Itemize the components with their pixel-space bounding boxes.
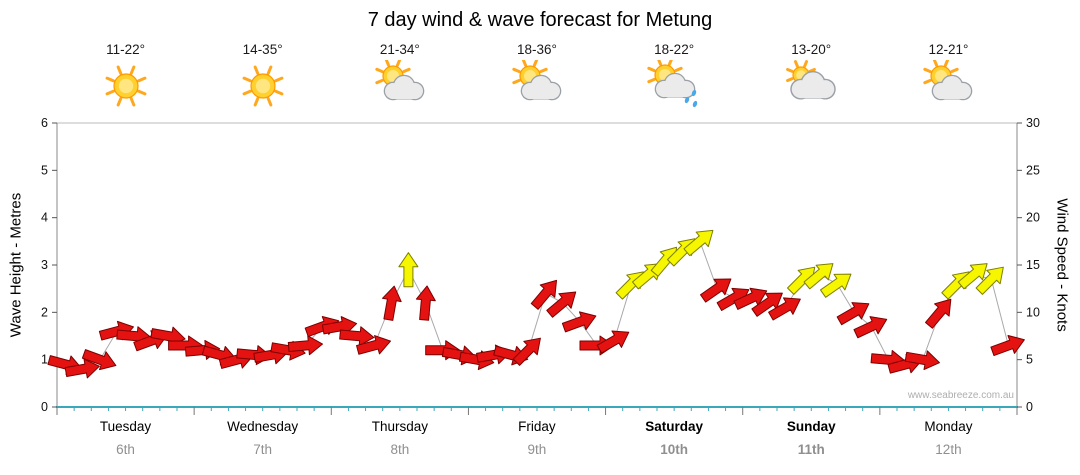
wind-arrow: [512, 337, 541, 366]
wind-arrow: [751, 292, 783, 317]
weather-icon-box: [743, 60, 880, 112]
day-name-label: Saturday: [645, 419, 704, 434]
watermark: www.seabreeze.com.au: [907, 390, 1014, 401]
wind-tick-label: 10: [1026, 305, 1040, 319]
day-date-label: 12th: [935, 442, 962, 457]
wind-arrow: [683, 229, 714, 257]
wave-axis-label: Wave Height - Metres: [7, 192, 25, 338]
wind-tick-label: 30: [1026, 116, 1040, 130]
day-date-label: 11th: [797, 442, 825, 457]
wind-arrow: [904, 350, 940, 371]
temp-range-label: 11-22°: [106, 42, 146, 57]
wind-arrow: [836, 302, 870, 326]
temp-range-label: 12-21°: [928, 42, 969, 57]
wind-arrow: [768, 297, 801, 321]
day-date-label: 6th: [116, 442, 135, 457]
wind-arrow: [546, 291, 577, 318]
wave-tick-label: 4: [41, 211, 48, 225]
day-name-label: Thursday: [371, 419, 428, 434]
wind-tick-label: 0: [1026, 400, 1033, 414]
wind-arrow: [561, 311, 597, 333]
temp-range-label: 18-22°: [654, 42, 695, 57]
wind-arrow: [925, 298, 952, 329]
wind-arrow: [64, 358, 100, 379]
sunny-icon: [242, 65, 284, 107]
wind-arrow: [819, 273, 852, 298]
temp-range-label: 18-36°: [516, 42, 557, 57]
wind-tick-label: 20: [1026, 211, 1040, 225]
wind-arrow: [356, 335, 392, 355]
showers-icon: [647, 60, 698, 108]
sunny-icon: [105, 65, 146, 107]
day-name-label: Friday: [518, 419, 556, 434]
wave-tick-label: 0: [41, 400, 48, 414]
wave-tick-label: 3: [41, 258, 48, 272]
day-date-label: 8th: [390, 442, 410, 457]
partly-cloudy-icon: [923, 60, 973, 101]
wind-arrow: [287, 335, 324, 356]
wind-arrow: [699, 278, 732, 303]
day-name-label: Tuesday: [99, 419, 152, 434]
partly-cloudy-icon: [375, 60, 425, 101]
temp-range-label: 21-34°: [379, 42, 420, 57]
wind-arrow: [81, 349, 117, 371]
weather-icon-box: [331, 60, 468, 112]
wind-arrow: [398, 252, 419, 288]
weather-icon-box: [57, 60, 194, 112]
chart-title: 7 day wind & wave forecast for Metung: [367, 9, 713, 31]
weather-icon-box: [194, 60, 331, 112]
wind-arrow: [381, 285, 402, 321]
day-date-label: 9th: [527, 442, 547, 457]
wind-arrow: [853, 316, 888, 339]
wind-arrow: [415, 285, 436, 321]
temp-range-label: 13-20°: [791, 42, 832, 57]
weather-icon-box: [880, 60, 1017, 112]
partly-cloudy-icon: [512, 60, 562, 101]
day-name-label: Wednesday: [227, 419, 299, 434]
wave-tick-label: 6: [41, 116, 48, 130]
wind-arrow: [803, 263, 834, 290]
wind-arrow: [990, 335, 1025, 357]
wind-tick-label: 25: [1026, 163, 1040, 177]
plot-area: [57, 123, 1017, 407]
wave-tick-label: 5: [41, 163, 48, 177]
wind-arrow: [596, 330, 630, 354]
mostly-cloudy-icon: [786, 60, 836, 100]
day-date-label: 10th: [660, 442, 689, 457]
day-date-label: 7th: [253, 442, 273, 457]
wind-arrow: [339, 326, 375, 347]
wave-tick-label: 2: [41, 305, 48, 319]
wind-arrow: [530, 279, 558, 310]
wind-tick-label: 15: [1026, 258, 1040, 272]
wind-arrow: [975, 266, 1004, 295]
wind-axis-label: Wind Speed - Knots: [1053, 198, 1071, 332]
wind-tick-label: 5: [1026, 353, 1033, 367]
day-name-label: Sunday: [786, 419, 836, 434]
wave-tick-label: 1: [41, 353, 48, 367]
weather-icon-box: [606, 60, 743, 112]
weather-icon-box: [468, 60, 605, 112]
temp-range-label: 14-35°: [242, 42, 283, 57]
day-name-label: Monday: [924, 419, 973, 434]
wind-arrow: [957, 263, 988, 290]
